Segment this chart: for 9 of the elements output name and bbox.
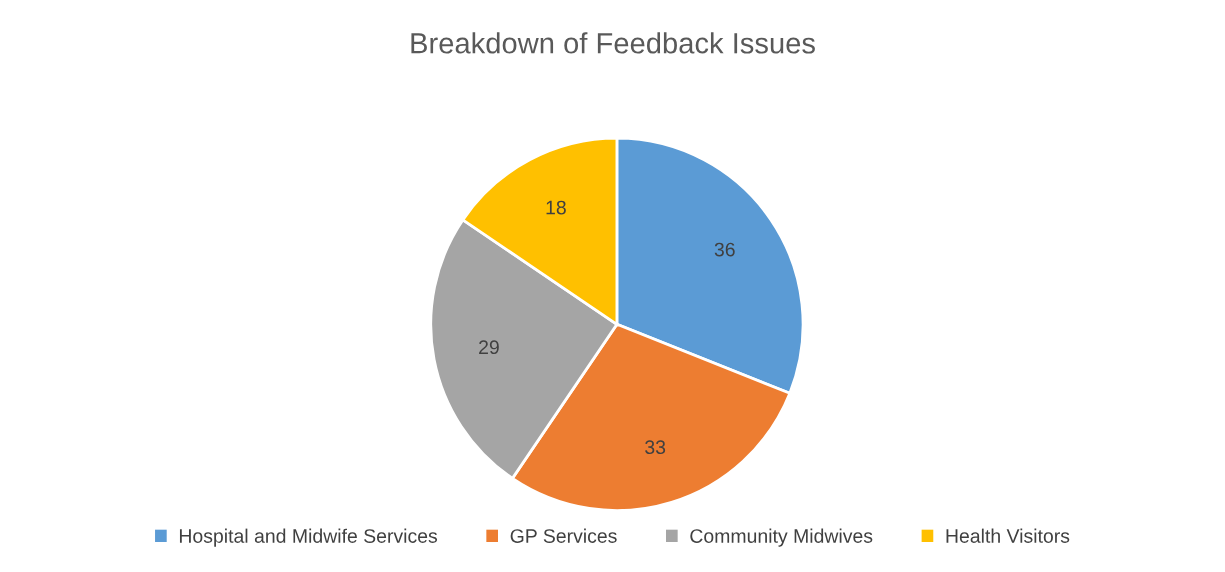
- data-label: 33: [645, 440, 666, 455]
- data-label: 18: [546, 200, 566, 215]
- legend-label: GP Services: [510, 528, 617, 543]
- data-label: 36: [714, 242, 735, 257]
- legend-label: Hospital and Midwife Services: [179, 528, 438, 547]
- data-label: 29: [479, 340, 499, 355]
- chart-title: Breakdown of Feedback Issues: [411, 32, 815, 54]
- legend-label: Health Visitors: [946, 528, 1070, 543]
- legend-label: Community Midwives: [690, 528, 873, 547]
